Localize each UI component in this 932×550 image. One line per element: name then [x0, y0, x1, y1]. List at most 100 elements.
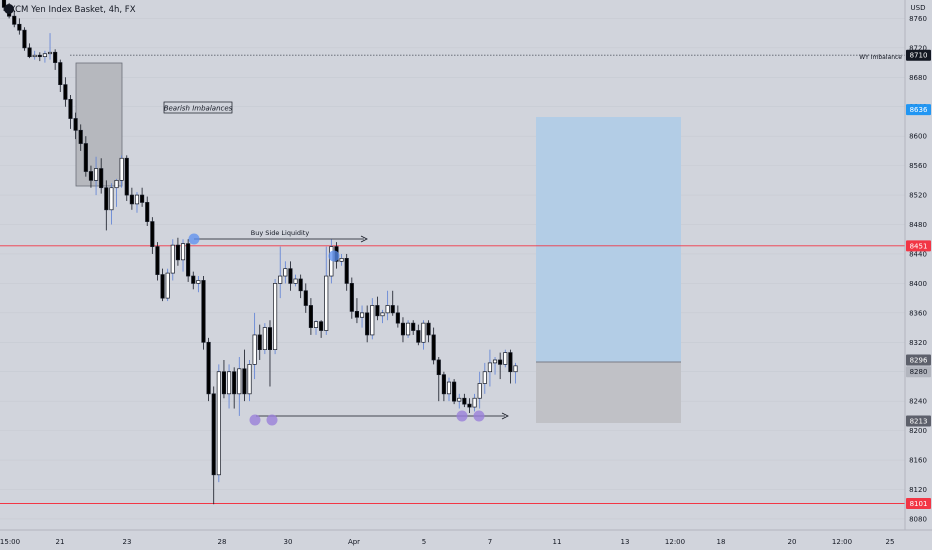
candle [472, 393, 477, 412]
candle [83, 136, 88, 177]
candle [349, 277, 354, 319]
time-tick-label: 23 [123, 538, 132, 546]
stop-zone[interactable] [536, 362, 681, 423]
candle [227, 364, 232, 409]
candle-body [411, 322, 416, 331]
buy-side-liquidity-arrow-icon [360, 235, 368, 243]
imbalance-zone [75, 62, 123, 187]
price-label-bg [906, 366, 931, 378]
liquidity-marker [266, 414, 278, 426]
candle [426, 320, 431, 343]
time-tick-label: 13 [621, 538, 630, 546]
price-label-bg [906, 498, 931, 509]
candle [175, 237, 180, 266]
candle [32, 50, 37, 60]
candle-body [380, 312, 385, 317]
candle-body [232, 371, 237, 395]
candle-body [360, 312, 365, 318]
liquidity-marker [249, 414, 261, 426]
price-label-text: 8101 [910, 500, 928, 508]
candle-body [99, 168, 104, 189]
candle [114, 178, 119, 207]
candle [232, 367, 237, 409]
candle-body [472, 397, 477, 408]
target-zone[interactable] [536, 117, 681, 362]
candle [211, 386, 216, 505]
candle [206, 337, 211, 402]
candle [257, 324, 262, 360]
candle-body [216, 371, 221, 476]
candle-body [78, 129, 83, 144]
liquidity-marker [456, 410, 468, 422]
candle [94, 156, 99, 196]
candle-body [298, 278, 303, 292]
price-axis[interactable] [905, 0, 932, 530]
candle-body [247, 364, 252, 395]
candle [303, 283, 308, 313]
price-label-bg [906, 354, 931, 366]
price-label: 8280 [906, 366, 931, 378]
candle-body [482, 371, 487, 384]
candle [313, 320, 319, 335]
candle [436, 357, 441, 402]
candle [12, 11, 17, 28]
candle [482, 362, 487, 394]
candle-body [344, 258, 349, 284]
candle-body [498, 359, 503, 365]
candle-body [267, 327, 273, 351]
candle-body [400, 322, 406, 336]
candle [196, 276, 201, 293]
candle-body [283, 268, 288, 277]
chart-title: FXCM Yen Index Basket, 4h, FX [5, 5, 136, 15]
sell-side-liquidity-arrow-icon [501, 412, 509, 420]
candle [1, 0, 7, 12]
candle-body [375, 305, 380, 317]
candle [467, 398, 472, 413]
candle-body [88, 171, 94, 181]
time-axis[interactable] [0, 530, 932, 550]
price-tick-label: 8360 [909, 309, 927, 317]
liquidity-marker [328, 250, 340, 262]
price-label-bg [906, 49, 931, 61]
candle [477, 371, 482, 409]
time-tick-label: Apr [348, 538, 360, 546]
candle-body [175, 244, 180, 261]
candle-body [477, 383, 482, 399]
price-tick-label: 8720 [909, 44, 927, 52]
candle [88, 165, 94, 188]
time-tick-label: 12:00 [832, 538, 852, 546]
candle-body [221, 371, 226, 395]
price-label-bg [906, 104, 931, 116]
candle-body [257, 334, 262, 351]
candle [262, 323, 267, 355]
candle-body [242, 368, 247, 395]
price-label-text: 8296 [910, 356, 928, 364]
candle [375, 296, 380, 321]
price-labels: 8710 8636 8451 8296 8280 8213 8101 [906, 49, 931, 509]
candle [380, 309, 385, 324]
candle [247, 359, 252, 402]
candle-body [508, 352, 513, 373]
time-tick-label: 18 [717, 538, 726, 546]
candle-body [109, 187, 114, 211]
candle-body [191, 275, 196, 284]
chart-background [0, 0, 905, 530]
candle-body [436, 359, 441, 376]
candle [308, 298, 313, 335]
candle [441, 371, 446, 402]
candle [129, 187, 134, 210]
candle-body [22, 29, 27, 49]
candle [63, 77, 68, 107]
candle-body [17, 23, 22, 31]
price-label-text: 8636 [910, 106, 928, 114]
price-tick-label: 8440 [909, 250, 927, 258]
candle [452, 379, 457, 405]
price-tick-label: 8560 [909, 162, 927, 170]
candle-body [1, 0, 7, 8]
candle [73, 112, 78, 140]
candle-body [140, 194, 145, 203]
price-label: 8101 [906, 498, 931, 509]
candle-body [104, 187, 109, 211]
price-label-text: 8710 [910, 52, 928, 60]
